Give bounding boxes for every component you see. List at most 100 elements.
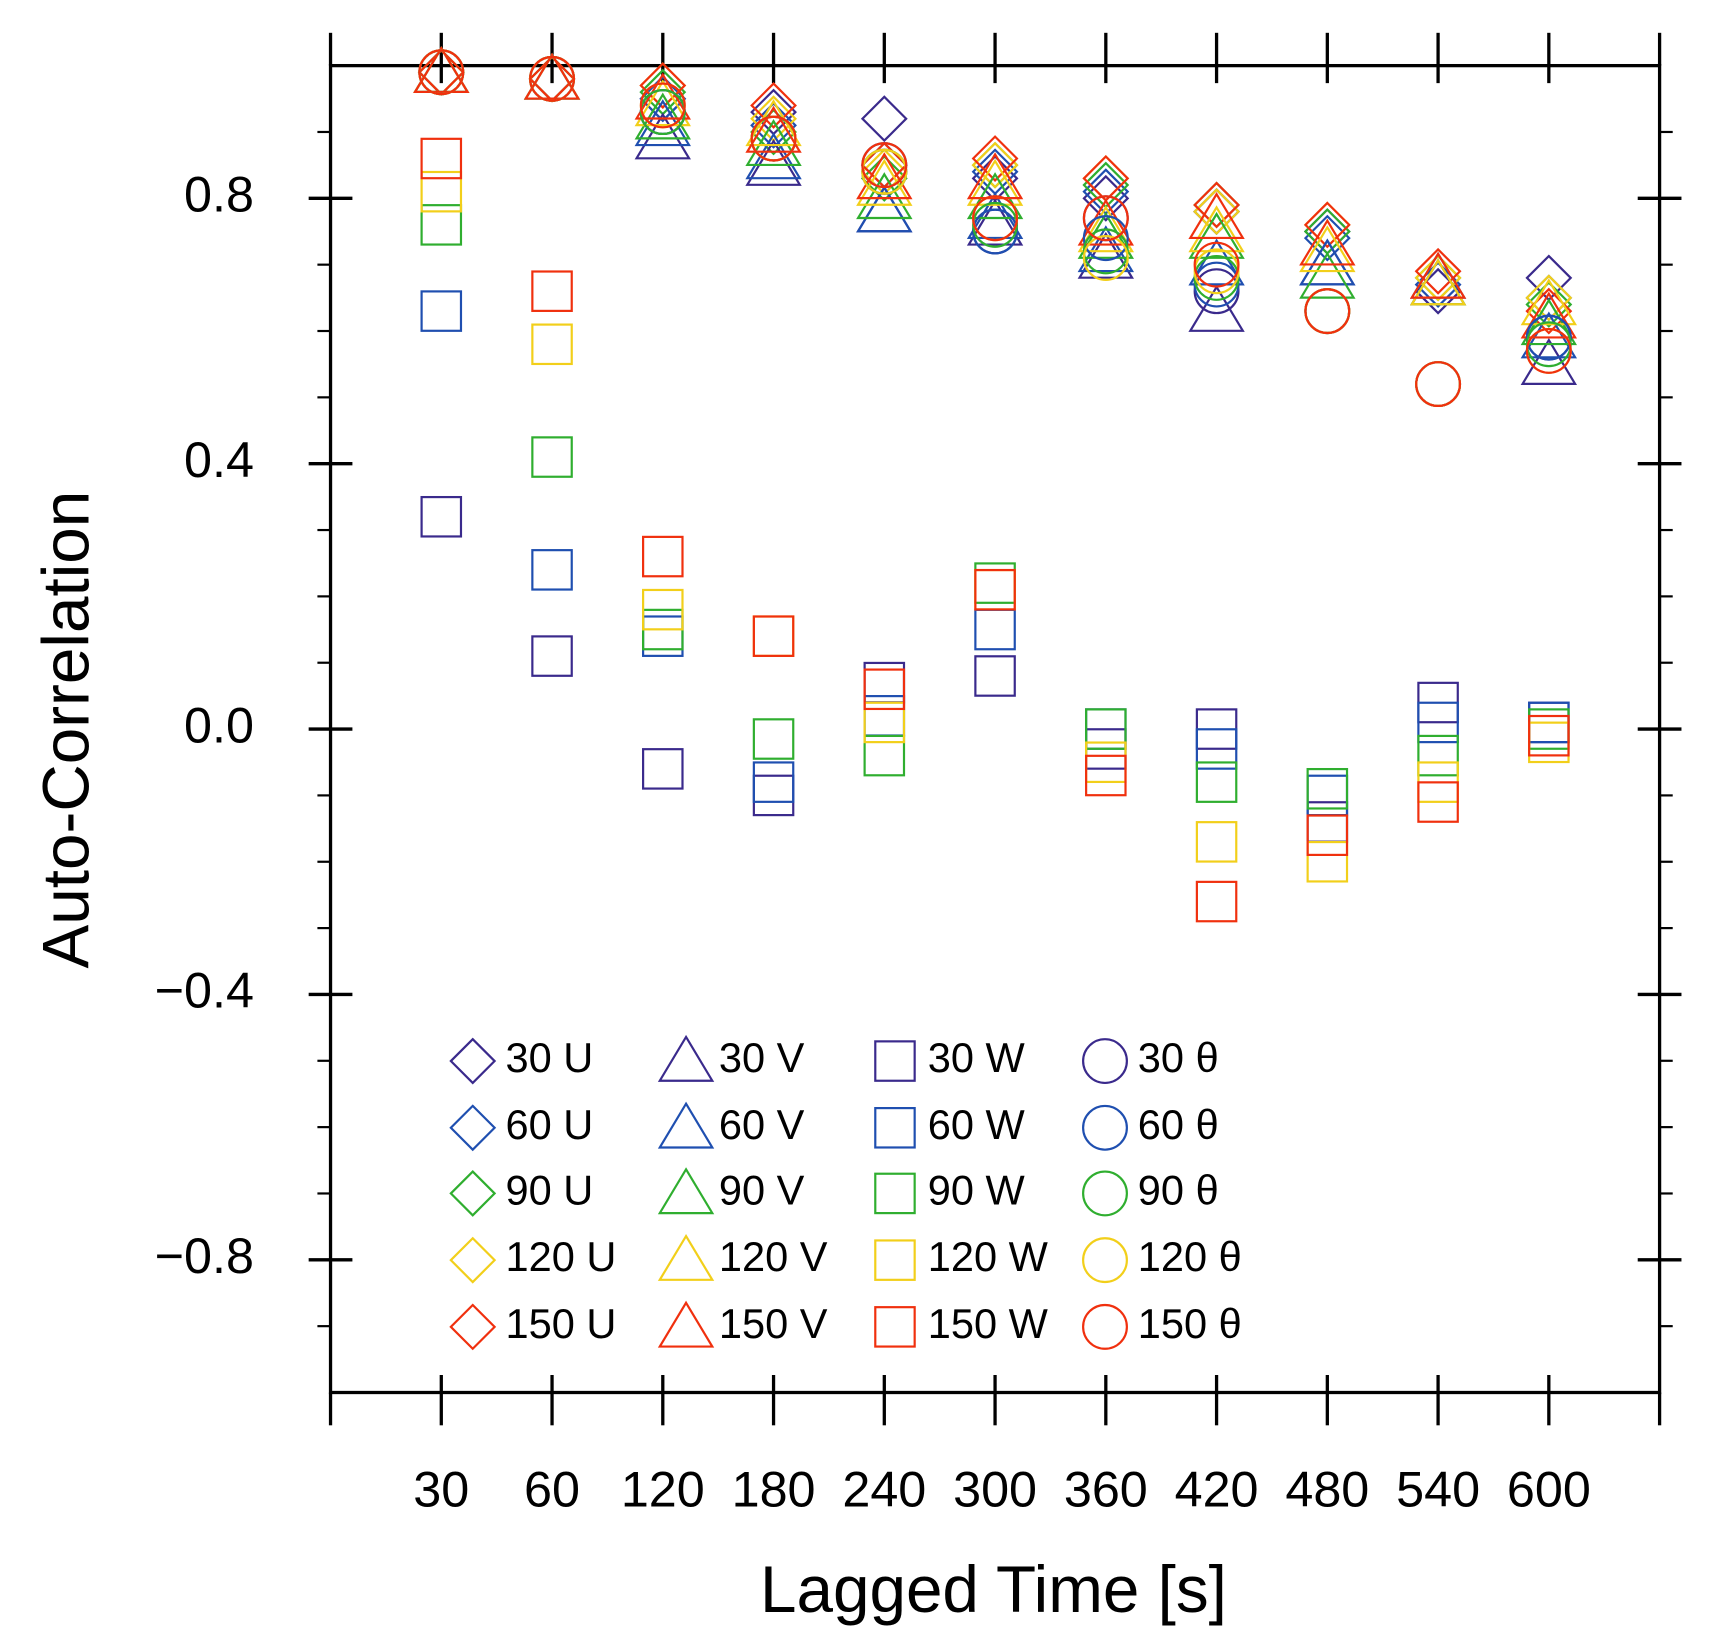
legend-marker xyxy=(449,1236,497,1284)
square-marker xyxy=(863,668,906,711)
x-tick-label: 240 xyxy=(842,1460,926,1517)
x-tick-label: 180 xyxy=(732,1460,816,1517)
legend-label: 150 W xyxy=(928,1300,1049,1347)
legend-label: 120 W xyxy=(928,1233,1049,1280)
x-axis-title: Lagged Time [s] xyxy=(760,1553,1227,1626)
circle-marker xyxy=(1525,327,1572,374)
square-marker xyxy=(642,535,684,578)
legend-label: 120 V xyxy=(719,1233,828,1280)
triangle-marker xyxy=(1520,311,1578,359)
triangle-marker xyxy=(966,192,1024,240)
square-marker xyxy=(1417,701,1459,744)
diamond-marker xyxy=(1414,254,1462,302)
legend-marker xyxy=(1082,1170,1128,1217)
triangle-marker xyxy=(413,46,470,94)
square-marker xyxy=(752,615,795,657)
legend-label: 90 U xyxy=(506,1166,594,1213)
triangle-marker xyxy=(634,112,691,160)
square-marker xyxy=(1417,781,1459,823)
diamond-marker xyxy=(1525,274,1573,322)
legend-label: 60 U xyxy=(506,1101,594,1148)
triangle-marker xyxy=(966,158,1024,206)
triangle-marker xyxy=(966,152,1024,200)
circle-marker xyxy=(972,195,1019,242)
triangle-marker xyxy=(1188,238,1245,286)
legend-label: 120 U xyxy=(506,1233,617,1280)
legend-marker xyxy=(874,1306,916,1348)
triangle-marker xyxy=(1077,205,1135,253)
triangle-marker xyxy=(634,72,691,120)
square-marker xyxy=(642,748,684,790)
legend-marker xyxy=(449,1303,497,1351)
legend-label: 150 V xyxy=(719,1300,828,1347)
legend-label: 60 V xyxy=(719,1101,805,1148)
square-marker xyxy=(642,588,684,631)
y-tick-label: 0.4 xyxy=(184,431,254,488)
triangle-marker xyxy=(634,92,691,140)
triangle-marker xyxy=(1188,205,1245,253)
diamond-marker xyxy=(750,101,797,149)
legend-marker xyxy=(449,1169,497,1217)
triangle-marker xyxy=(966,198,1024,246)
triangle-marker xyxy=(856,152,913,200)
triangle-marker xyxy=(966,172,1024,220)
square-marker xyxy=(1306,767,1349,810)
triangle-marker xyxy=(856,172,913,220)
triangle-marker xyxy=(1299,251,1356,299)
legend-label: 30 V xyxy=(719,1034,805,1081)
square-marker xyxy=(531,270,573,312)
square-marker xyxy=(420,495,463,538)
diamond-marker xyxy=(1525,281,1573,328)
circle-marker xyxy=(529,55,576,102)
y-tick-label: −0.4 xyxy=(155,962,254,1019)
triangle-marker xyxy=(1409,258,1467,306)
triangle-marker xyxy=(1299,225,1356,273)
legend-label: 150 θ xyxy=(1138,1300,1242,1347)
triangle-marker xyxy=(1188,192,1245,240)
square-marker xyxy=(863,734,906,777)
x-tick-label: 30 xyxy=(413,1460,469,1517)
triangle-marker xyxy=(1077,198,1135,246)
square-marker xyxy=(1085,708,1127,750)
square-marker xyxy=(420,170,463,213)
circle-marker xyxy=(418,49,465,96)
triangle-marker xyxy=(1520,291,1578,339)
legend-marker xyxy=(1082,1237,1128,1284)
square-marker xyxy=(531,436,573,478)
legend-marker xyxy=(657,1167,715,1215)
square-marker xyxy=(1085,754,1127,797)
diamond-marker xyxy=(1303,201,1351,249)
square-marker xyxy=(974,655,1016,697)
x-tick-label: 480 xyxy=(1285,1460,1369,1517)
triangle-marker xyxy=(1188,211,1245,259)
circle-marker xyxy=(1193,241,1240,288)
legend-label: 120 θ xyxy=(1138,1233,1242,1280)
legend-marker xyxy=(874,1040,916,1082)
triangle-marker xyxy=(1299,238,1356,286)
x-tick-label: 420 xyxy=(1175,1460,1259,1517)
square-marker xyxy=(752,761,795,803)
legend-marker xyxy=(1082,1303,1128,1350)
x-tick-label: 360 xyxy=(1064,1460,1148,1517)
legend-label: 60 W xyxy=(928,1101,1026,1148)
diamond-marker xyxy=(971,141,1019,189)
square-marker xyxy=(1417,734,1459,777)
square-marker xyxy=(1528,714,1570,757)
legend-marker xyxy=(874,1107,916,1149)
legend-label: 90 θ xyxy=(1138,1166,1219,1213)
square-marker xyxy=(1195,761,1238,803)
legend-label: 30 W xyxy=(928,1034,1026,1081)
y-axis-title: Auto-Correlation xyxy=(30,491,103,969)
circle-marker xyxy=(1082,235,1129,282)
legend-marker xyxy=(1082,1038,1128,1085)
x-tick-label: 540 xyxy=(1396,1460,1480,1517)
legend-label: 90 V xyxy=(719,1166,805,1213)
circle-marker xyxy=(1082,195,1129,242)
y-tick-label: −0.8 xyxy=(155,1227,254,1284)
legend-marker xyxy=(874,1239,916,1281)
x-tick-label: 300 xyxy=(953,1460,1037,1517)
circle-marker xyxy=(861,142,908,189)
square-marker xyxy=(420,290,463,332)
legend-marker xyxy=(449,1104,497,1152)
square-marker xyxy=(1306,814,1349,857)
